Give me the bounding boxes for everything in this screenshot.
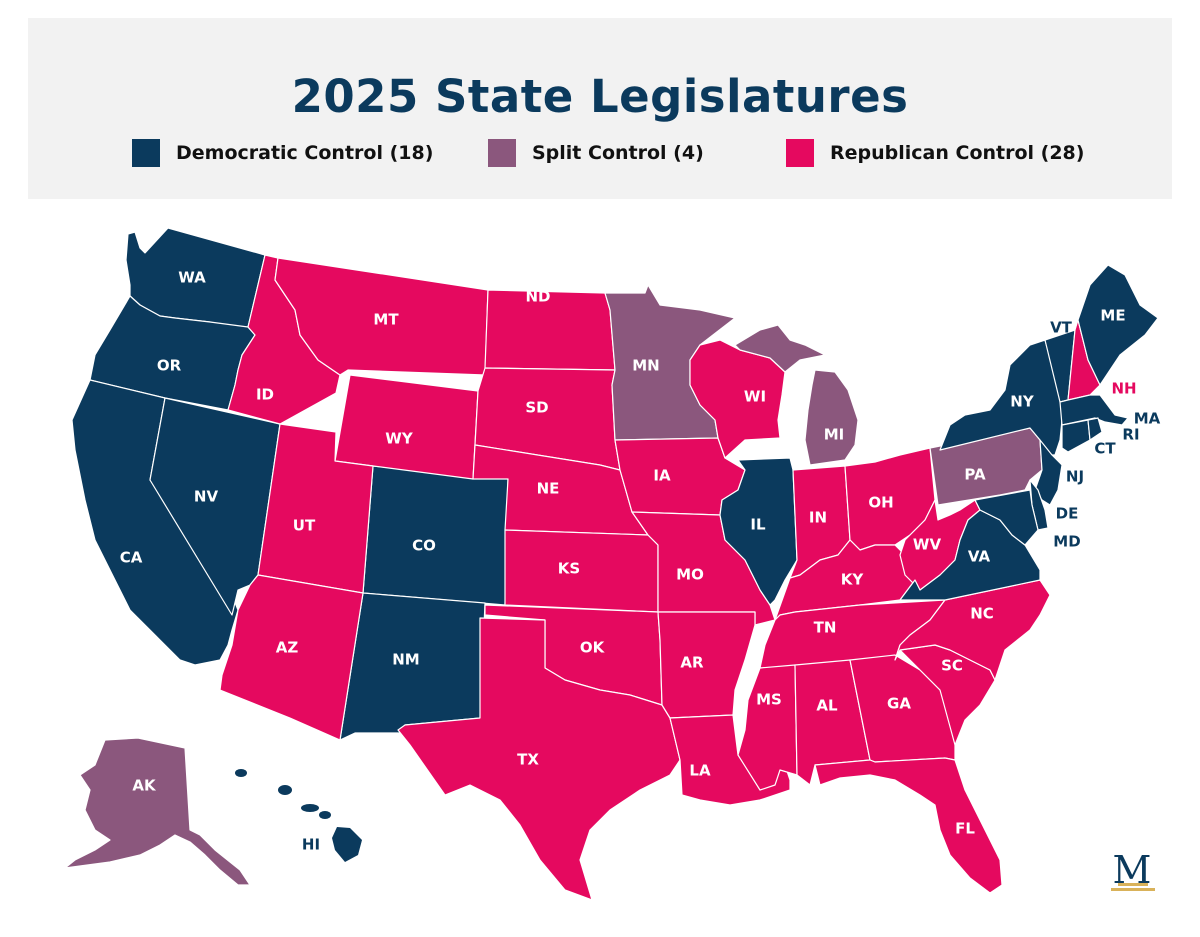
state-tx (397, 617, 681, 901)
label-mo: MO (676, 566, 704, 584)
label-hi: HI (302, 836, 320, 854)
label-nv: NV (194, 488, 219, 506)
label-ma: MA (1134, 410, 1161, 428)
label-mn: MN (632, 357, 659, 375)
label-sd: SD (525, 399, 548, 417)
label-wi: WI (744, 388, 766, 406)
header-panel: 2025 State Legislatures Democratic Contr… (28, 18, 1172, 199)
label-ks: KS (558, 560, 580, 578)
legend-label-split: Split Control (4) (532, 142, 704, 164)
label-nj: NJ (1066, 468, 1084, 486)
split-swatch (488, 139, 516, 167)
state-md (974, 489, 1039, 546)
label-mi: MI (824, 426, 845, 444)
label-az: AZ (276, 639, 299, 657)
legend-item-republican: Republican Control (28) (786, 138, 1084, 168)
label-md: MD (1053, 533, 1080, 551)
brand-logo: M (1097, 848, 1167, 900)
label-or: OR (157, 357, 182, 375)
label-pa: PA (964, 466, 986, 484)
democratic-swatch (132, 139, 160, 167)
label-mt: MT (373, 311, 399, 329)
label-ri: RI (1122, 426, 1139, 444)
label-co: CO (412, 537, 436, 555)
label-nm: NM (392, 651, 419, 669)
state-nj (1034, 439, 1063, 506)
legend: Democratic Control (18) Split Control (4… (28, 138, 1172, 168)
label-il: IL (750, 516, 766, 534)
state-me (1077, 264, 1159, 386)
label-nc: NC (970, 605, 994, 623)
state-ks (504, 529, 659, 613)
state-hi (235, 769, 362, 862)
state-ga (849, 654, 961, 763)
label-ok: OK (580, 639, 606, 657)
label-ct: CT (1094, 440, 1116, 458)
label-ut: UT (293, 517, 316, 535)
label-in: IN (809, 509, 827, 527)
label-oh: OH (868, 494, 893, 512)
legend-label-democratic: Democratic Control (18) (176, 142, 434, 164)
state-nc (894, 579, 1051, 681)
republican-swatch (786, 139, 814, 167)
label-nh: NH (1111, 380, 1136, 398)
label-ms: MS (756, 691, 782, 709)
state-ar (657, 611, 756, 719)
legend-label-republican: Republican Control (28) (830, 142, 1085, 164)
label-tx: TX (517, 751, 539, 769)
label-ca: CA (120, 549, 143, 567)
state-ct (1061, 419, 1091, 453)
legend-item-democratic: Democratic Control (18) (132, 138, 433, 168)
label-ga: GA (887, 695, 911, 713)
state-ak (64, 737, 251, 886)
label-tn: TN (814, 619, 837, 637)
label-al: AL (816, 697, 838, 715)
state-fl (814, 757, 1003, 894)
state-co (362, 465, 509, 606)
label-vt: VT (1050, 319, 1073, 337)
label-la: LA (689, 762, 711, 780)
logo-m-icon: M (1111, 848, 1155, 892)
label-wa: WA (178, 269, 206, 287)
label-wv: WV (913, 536, 942, 554)
state-mi (734, 324, 859, 466)
label-sc: SC (941, 657, 963, 675)
label-ia: IA (653, 467, 671, 485)
label-wy: WY (385, 430, 414, 448)
label-ny: NY (1010, 393, 1035, 411)
label-de: DE (1056, 505, 1079, 523)
label-fl: FL (955, 820, 975, 838)
label-me: ME (1100, 307, 1125, 325)
label-ak: AK (132, 777, 157, 795)
page-title: 2025 State Legislatures (291, 70, 909, 123)
legend-item-split: Split Control (4) (488, 138, 704, 168)
label-va: VA (968, 548, 991, 566)
state-az (219, 574, 364, 741)
label-ky: KY (841, 571, 865, 589)
us-map: WA OR CA NV ID MT WY UT CO AZ NM ND SD N… (0, 200, 1200, 937)
label-ne: NE (537, 480, 560, 498)
label-ar: AR (680, 654, 704, 672)
state-ri (1087, 417, 1103, 441)
label-nd: ND (525, 288, 550, 306)
label-id: ID (256, 386, 274, 404)
